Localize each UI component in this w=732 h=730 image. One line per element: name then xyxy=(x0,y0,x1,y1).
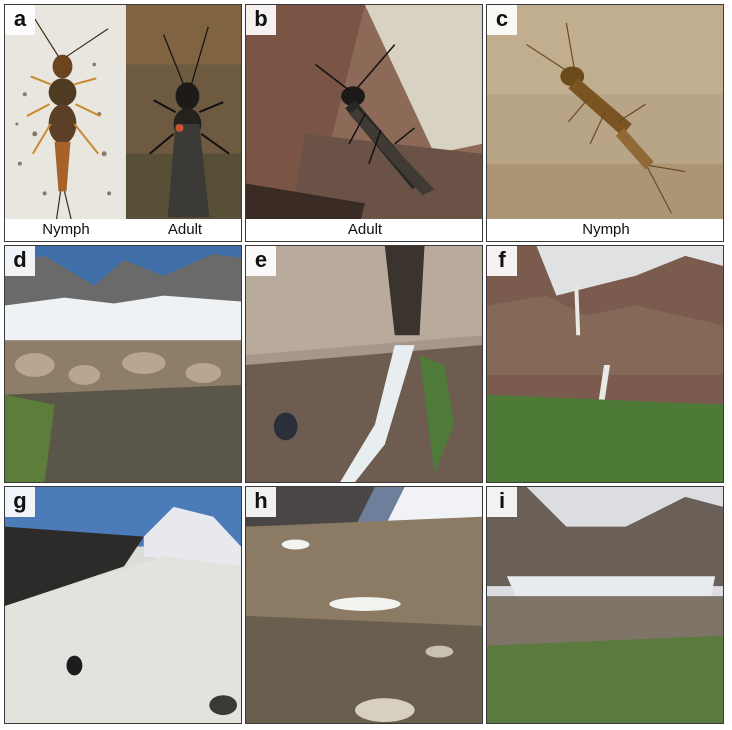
panel-g: g xyxy=(4,486,242,724)
adult-insect xyxy=(149,26,230,218)
panel-f-photo xyxy=(487,246,723,482)
panel-label: i xyxy=(487,487,517,517)
panel-e-photo xyxy=(246,246,482,482)
adult-stonefly xyxy=(314,44,435,196)
caption-nymph: Nymph xyxy=(487,219,723,241)
panel-h-photo xyxy=(246,487,482,723)
panel-label: c xyxy=(487,5,517,35)
panel-h: h xyxy=(245,486,483,724)
panel-label: g xyxy=(5,487,35,517)
nymph-insect xyxy=(26,18,109,234)
panel-b: b Adult xyxy=(245,4,483,242)
caption-adult: Adult xyxy=(127,219,241,241)
panel-b-photo xyxy=(246,5,482,241)
panel-e: e xyxy=(245,245,483,483)
panel-c-photo xyxy=(487,5,723,241)
panel-c: c Nymph xyxy=(486,4,724,242)
panel-label: d xyxy=(5,246,35,276)
panel-a: a Nymph Adult xyxy=(4,4,242,242)
panel-label: e xyxy=(246,246,276,276)
caption-nymph: Nymph xyxy=(5,219,127,241)
nymph-stonefly xyxy=(526,22,686,214)
panel-i-photo xyxy=(487,487,723,723)
panel-g-photo xyxy=(5,487,241,723)
panel-label: h xyxy=(246,487,276,517)
panel-label: b xyxy=(246,5,276,35)
panel-i: i xyxy=(486,486,724,724)
panel-a-photo xyxy=(5,5,241,241)
caption-adult: Adult xyxy=(246,219,482,241)
panel-label: a xyxy=(5,5,35,35)
panel-d: d xyxy=(4,245,242,483)
panel-d-photo xyxy=(5,246,241,482)
panel-label: f xyxy=(487,246,517,276)
panel-f: f xyxy=(486,245,724,483)
